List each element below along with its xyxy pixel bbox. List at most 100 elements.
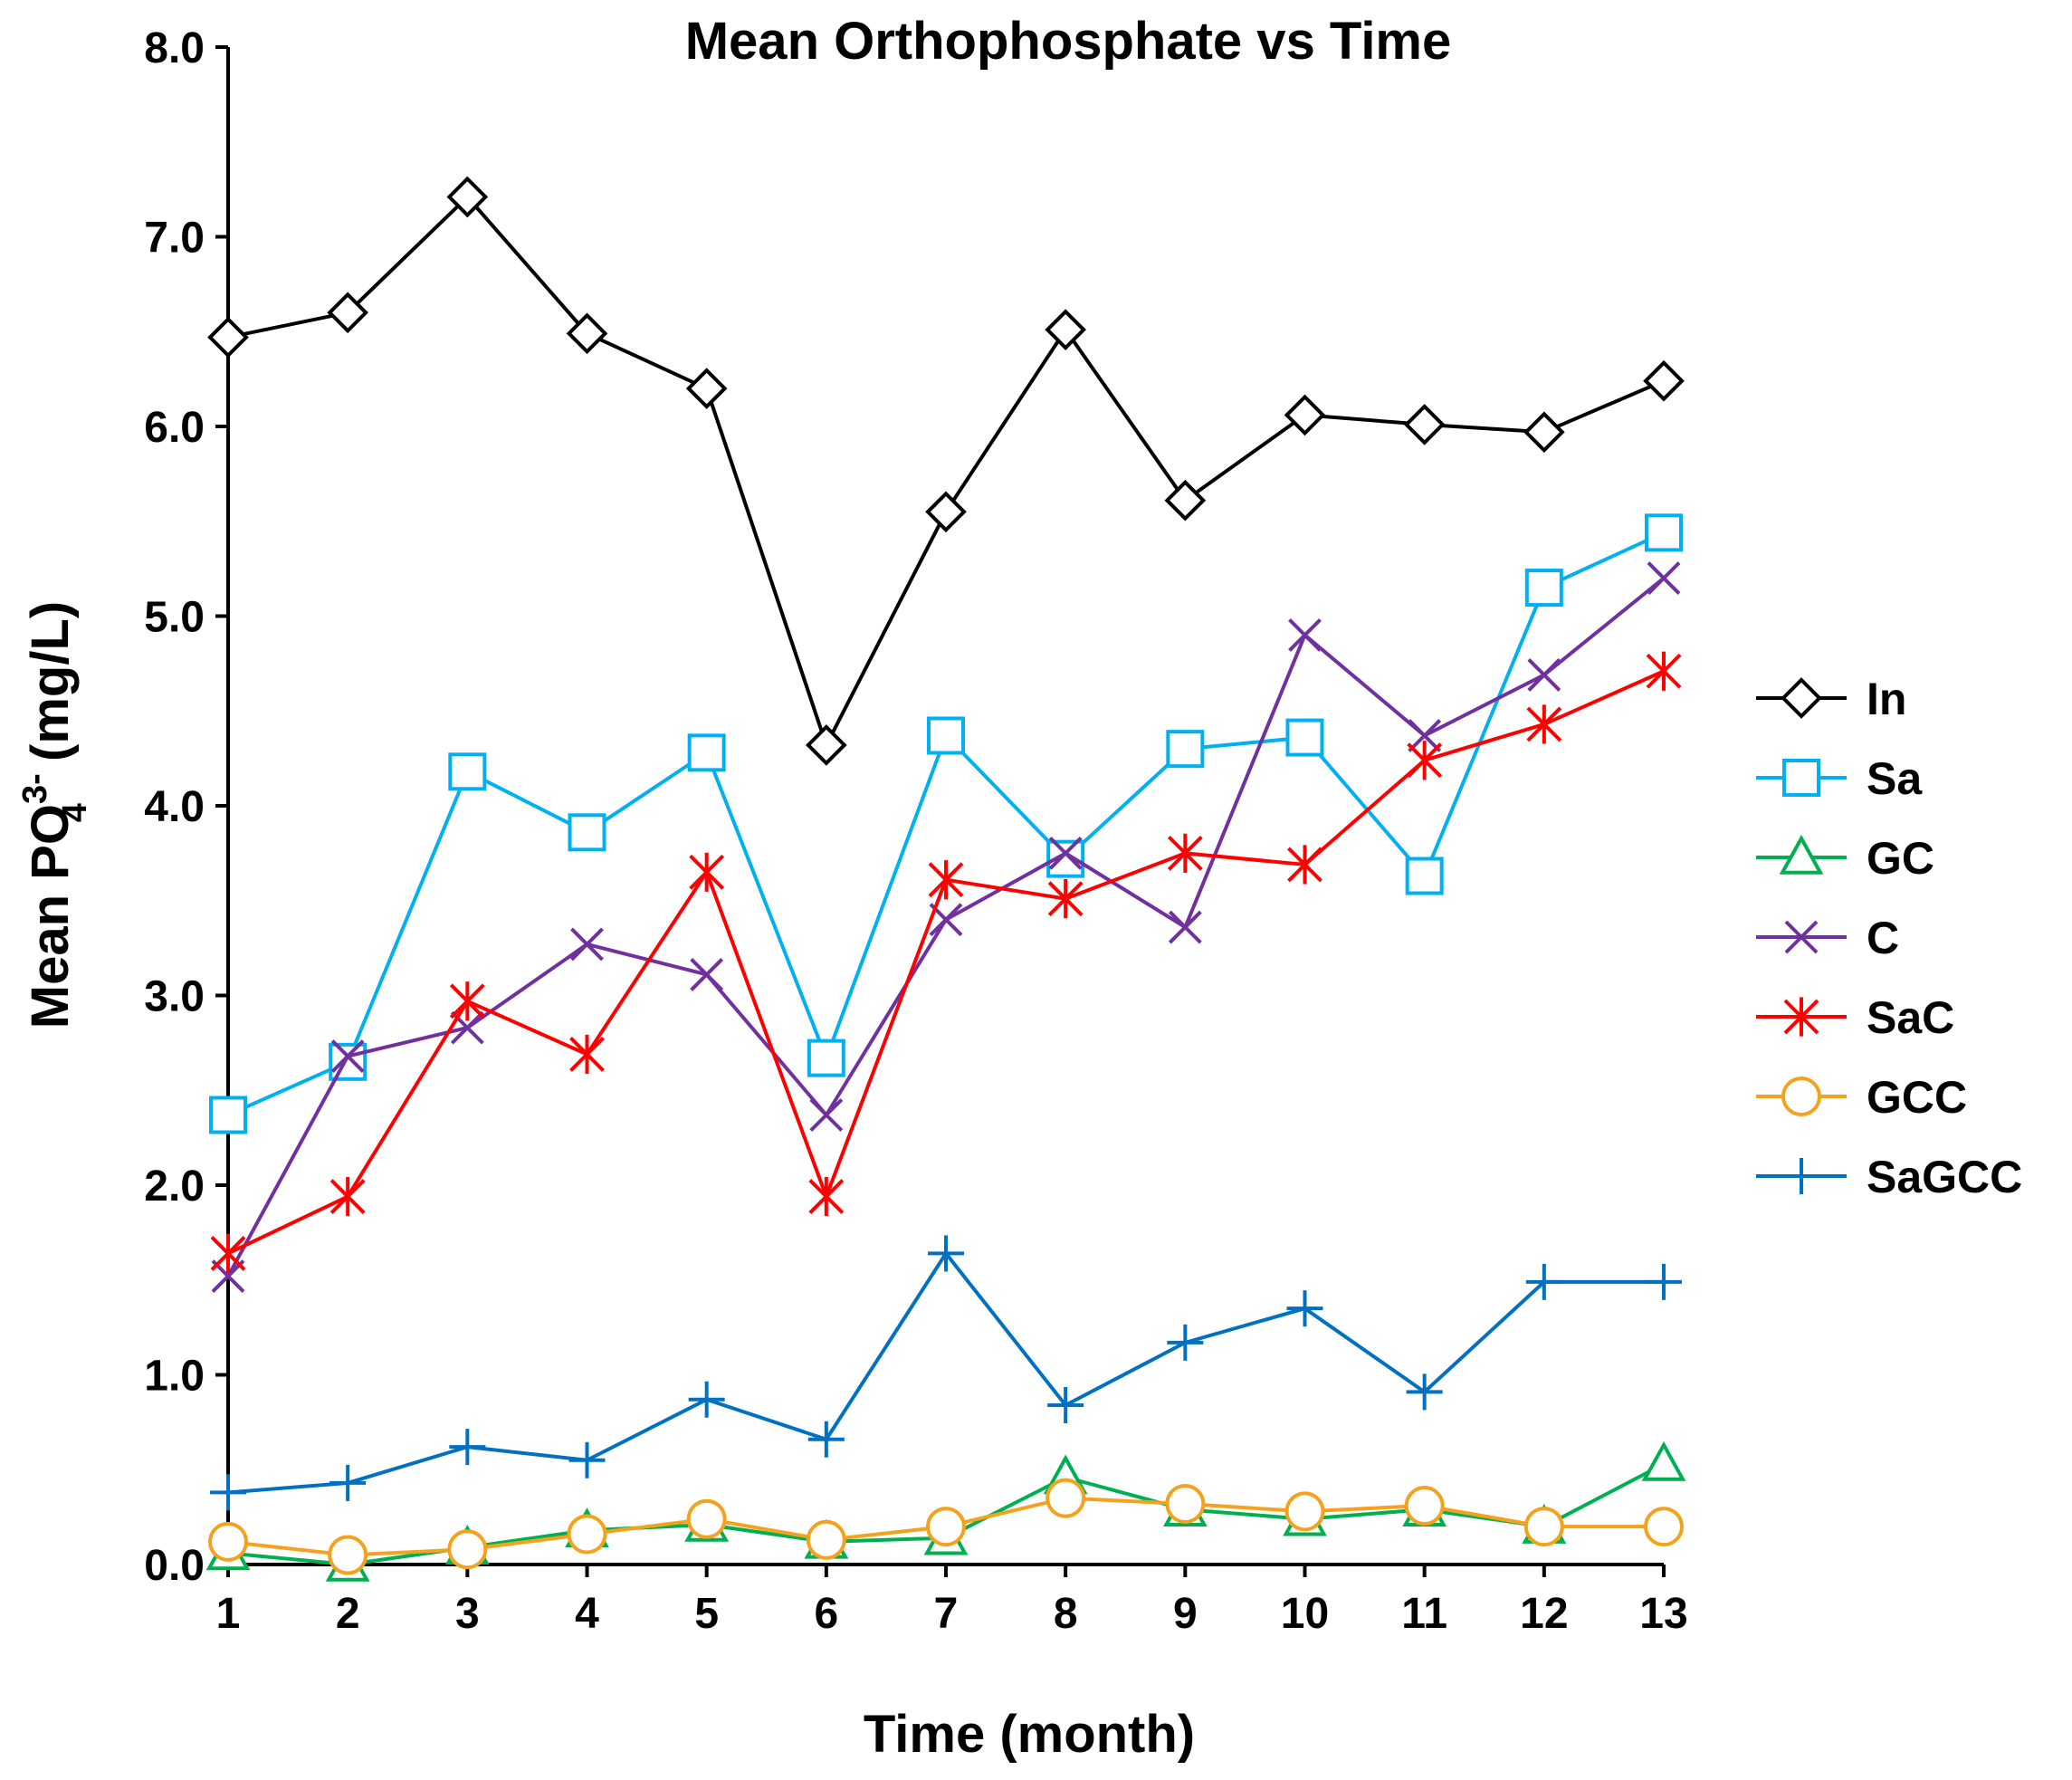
data-point-in: [1045, 309, 1086, 350]
data-point-sagcc: [210, 1474, 246, 1511]
data-point-sa: [1285, 718, 1324, 757]
y-axis-label: Mean PO3-4 (mg/L): [16, 601, 94, 1029]
data-point-in: [1284, 394, 1326, 436]
legend-label-gcc: GCC: [1867, 1072, 1967, 1123]
marker-triangle: [1641, 1440, 1686, 1481]
data-point-sac: [928, 860, 964, 900]
data-point-sa: [1405, 857, 1444, 895]
legend-item-gc: GC: [1756, 833, 1934, 884]
legend-marker-sagcc: [1783, 1158, 1819, 1194]
marker-diamond: [1164, 479, 1207, 522]
y-tick-label: 4.0: [144, 783, 205, 831]
data-point-in: [446, 176, 489, 218]
data-point-sa: [1166, 730, 1205, 769]
data-point-sa: [1645, 513, 1683, 552]
data-point-in: [685, 368, 728, 409]
data-point-c: [1647, 561, 1681, 596]
data-point-gcc: [1046, 1478, 1086, 1518]
data-point-sac: [1407, 741, 1443, 780]
marker-circle: [328, 1535, 368, 1575]
data-point-in: [566, 312, 608, 355]
marker-diamond: [1403, 404, 1446, 445]
x-tick-label: 4: [575, 1590, 599, 1638]
data-point-c: [690, 958, 724, 991]
series-sa: [209, 513, 1683, 1134]
marker-square: [329, 1042, 368, 1081]
data-point-gcc: [1284, 1491, 1325, 1532]
data-point-c: [570, 927, 604, 962]
x-tick-label: 1: [216, 1590, 241, 1638]
chart-title: Mean Orthophosphate vs Time: [685, 12, 1452, 71]
marker-x-stroke: [1288, 618, 1322, 652]
y-tick-label: 7.0: [144, 215, 205, 263]
data-point-sa: [209, 1096, 247, 1134]
data-point-gcc: [1523, 1507, 1564, 1547]
marker-square: [1524, 569, 1563, 608]
data-point-c: [1048, 836, 1083, 870]
y-tick-label: 3.0: [144, 973, 205, 1021]
marker-square: [1285, 718, 1324, 757]
legend-item-sac: SaC: [1756, 992, 1954, 1043]
data-point-sa: [687, 733, 726, 772]
legend-marker-in: [1781, 677, 1822, 719]
marker-square: [568, 813, 606, 852]
data-point-sac: [1047, 879, 1084, 919]
x-tick-label: 10: [1281, 1590, 1329, 1638]
marker-circle: [1523, 1507, 1564, 1547]
marker-diamond: [327, 292, 368, 334]
y-axis-label-subscript: 4: [56, 803, 94, 822]
marker-x-stroke: [1527, 658, 1561, 692]
data-point-sagcc: [1525, 1263, 1562, 1300]
marker-x-stroke: [690, 958, 724, 991]
data-point-c: [1408, 719, 1442, 752]
y-axis-label-superscript: 3-: [16, 773, 54, 804]
marker-triangle: [1779, 834, 1824, 875]
data-point-in: [207, 316, 249, 359]
legend-label-c: C: [1867, 913, 1899, 963]
data-point-sa: [568, 813, 606, 852]
y-tick-label: 0.0: [144, 1542, 205, 1590]
marker-diamond: [566, 312, 608, 355]
marker-square: [927, 716, 965, 755]
marker-circle: [1781, 1077, 1821, 1116]
data-point-sagcc: [568, 1441, 606, 1479]
data-point-sagcc: [1286, 1290, 1323, 1327]
data-point-in: [806, 724, 847, 766]
marker-square: [687, 733, 726, 772]
data-point-sa: [448, 752, 487, 791]
data-point-sac: [1287, 845, 1322, 885]
axes: 0.01.02.03.04.05.06.07.08.01 2 3 4 5 6 7 8 9 10 11…: [144, 24, 1687, 1638]
marker-x-stroke: [1647, 561, 1681, 596]
x-tick-label: 7: [934, 1590, 959, 1638]
marker-circle: [1644, 1507, 1684, 1547]
data-point-c: [330, 1039, 365, 1073]
data-point-gcc: [208, 1521, 248, 1562]
marker-square: [448, 752, 487, 791]
data-point-c: [1527, 658, 1561, 692]
marker-diamond: [925, 491, 967, 533]
y-tick-label: 1.0: [144, 1353, 205, 1401]
y-axis-label-suffix: (mg/L): [21, 601, 80, 776]
legend-item-sagcc: SaGCC: [1756, 1152, 2022, 1202]
series-c: [211, 561, 1681, 1293]
marker-diamond: [207, 316, 249, 359]
series-line-in: [227, 195, 1665, 747]
marker-square: [1166, 730, 1205, 769]
data-point-sagcc: [928, 1235, 964, 1272]
legend-label-in: In: [1867, 674, 1906, 724]
x-axis-label: Time (month): [864, 1705, 1195, 1764]
data-point-gc: [1641, 1440, 1686, 1481]
data-point-in: [327, 292, 368, 334]
marker-circle: [1046, 1478, 1086, 1518]
y-axis-label-prefix: Mean PO: [21, 804, 80, 1029]
marker-circle: [806, 1519, 846, 1560]
series-in: [207, 176, 1685, 766]
x-tick-label: 13: [1639, 1590, 1687, 1638]
data-point-gcc: [686, 1498, 727, 1539]
y-tick-label: 2.0: [144, 1163, 205, 1211]
marker-circle: [1284, 1491, 1325, 1532]
marker-circle: [208, 1521, 248, 1562]
data-point-gcc: [567, 1514, 607, 1555]
